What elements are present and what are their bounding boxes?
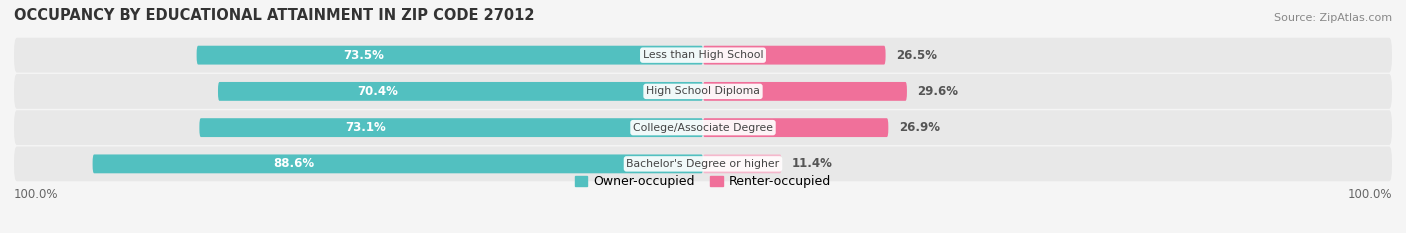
FancyBboxPatch shape — [703, 154, 782, 173]
Text: College/Associate Degree: College/Associate Degree — [633, 123, 773, 133]
Text: 26.5%: 26.5% — [896, 49, 936, 62]
FancyBboxPatch shape — [14, 110, 1392, 145]
Text: 70.4%: 70.4% — [357, 85, 398, 98]
FancyBboxPatch shape — [14, 38, 1392, 72]
FancyBboxPatch shape — [14, 74, 1392, 109]
Text: 73.5%: 73.5% — [343, 49, 384, 62]
Text: 29.6%: 29.6% — [917, 85, 959, 98]
Text: 11.4%: 11.4% — [792, 157, 832, 170]
Text: High School Diploma: High School Diploma — [647, 86, 759, 96]
FancyBboxPatch shape — [200, 118, 703, 137]
FancyBboxPatch shape — [93, 154, 703, 173]
Text: 26.9%: 26.9% — [898, 121, 939, 134]
Text: 88.6%: 88.6% — [274, 157, 315, 170]
Text: Less than High School: Less than High School — [643, 50, 763, 60]
FancyBboxPatch shape — [218, 82, 703, 101]
FancyBboxPatch shape — [703, 46, 886, 65]
Text: 73.1%: 73.1% — [346, 121, 387, 134]
FancyBboxPatch shape — [703, 118, 889, 137]
FancyBboxPatch shape — [197, 46, 703, 65]
Legend: Owner-occupied, Renter-occupied: Owner-occupied, Renter-occupied — [569, 170, 837, 193]
Text: OCCUPANCY BY EDUCATIONAL ATTAINMENT IN ZIP CODE 27012: OCCUPANCY BY EDUCATIONAL ATTAINMENT IN Z… — [14, 7, 534, 23]
Text: Source: ZipAtlas.com: Source: ZipAtlas.com — [1274, 13, 1392, 23]
Text: 100.0%: 100.0% — [1347, 188, 1392, 201]
Text: 100.0%: 100.0% — [14, 188, 59, 201]
Text: Bachelor's Degree or higher: Bachelor's Degree or higher — [627, 159, 779, 169]
FancyBboxPatch shape — [14, 147, 1392, 181]
FancyBboxPatch shape — [703, 82, 907, 101]
